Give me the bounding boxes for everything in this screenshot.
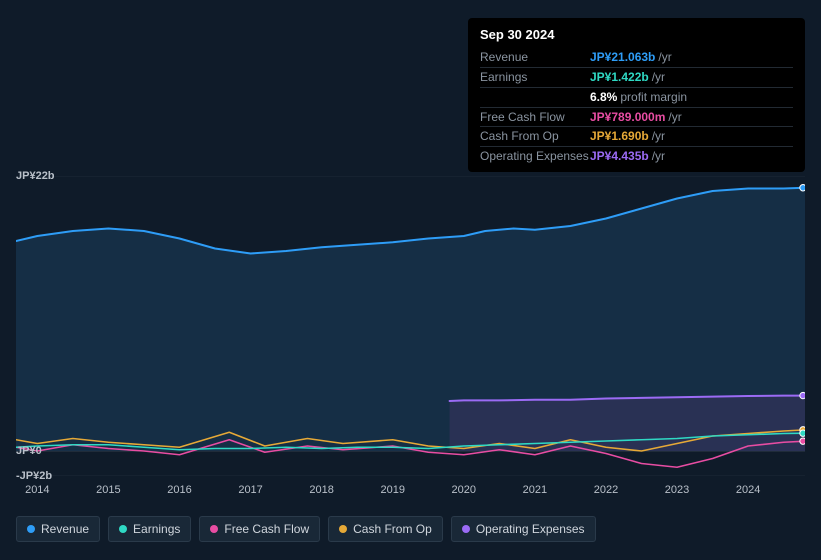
legend-color-dot [339,525,347,533]
tooltip-row-value: JP¥1.422b/yr [590,67,793,87]
x-axis-label: 2024 [736,484,760,496]
x-axis-label: 2014 [25,484,49,496]
chart-area[interactable]: JP¥22bJP¥0-JP¥2b [16,158,805,478]
legend-color-dot [119,525,127,533]
tooltip-row-value: JP¥789.000m/yr [590,107,793,127]
tooltip-row-label: Earnings [480,67,590,87]
x-axis: 2014 2015 2016 2017 2018 2019 2020 2021 2022 2023… [16,484,805,500]
tooltip-row-value: 6.8%profit margin [590,87,793,107]
tooltip-table: RevenueJP¥21.063b/yrEarningsJP¥1.422b/yr… [480,48,793,166]
x-axis-label: 2020 [452,484,476,496]
legend-item[interactable]: Earnings [108,516,191,542]
tooltip-row-value: JP¥21.063b/yr [590,48,793,67]
x-axis-label: 2017 [238,484,262,496]
legend-color-dot [27,525,35,533]
y-axis-label: JP¥22b [16,170,74,182]
legend-label: Revenue [41,522,89,536]
chart-legend: Revenue Earnings Free Cash Flow Cash From O… [16,516,596,542]
x-axis-label: 2022 [594,484,618,496]
legend-item[interactable]: Free Cash Flow [199,516,320,542]
x-axis-label: 2023 [665,484,689,496]
tooltip-row-label [480,87,590,107]
legend-color-dot [210,525,218,533]
chart-tooltip: Sep 30 2024 RevenueJP¥21.063b/yrEarnings… [468,18,805,172]
legend-item[interactable]: Operating Expenses [451,516,596,542]
y-axis-label: -JP¥2b [16,470,74,482]
tooltip-row-label: Revenue [480,48,590,67]
y-axis-label: JP¥0 [16,445,74,457]
legend-color-dot [462,525,470,533]
legend-label: Operating Expenses [476,522,585,536]
tooltip-date: Sep 30 2024 [480,26,793,48]
legend-label: Earnings [133,522,180,536]
legend-label: Free Cash Flow [224,522,309,536]
x-axis-label: 2021 [523,484,547,496]
tooltip-row-label: Cash From Op [480,127,590,147]
x-axis-label: 2015 [96,484,120,496]
x-axis-label: 2019 [380,484,404,496]
legend-item[interactable]: Cash From Op [328,516,443,542]
tooltip-row-value: JP¥1.690b/yr [590,127,793,147]
tooltip-row-label: Free Cash Flow [480,107,590,127]
chart-svg [16,176,805,476]
x-axis-label: 2016 [167,484,191,496]
legend-label: Cash From Op [353,522,432,536]
legend-item[interactable]: Revenue [16,516,100,542]
x-axis-label: 2018 [309,484,333,496]
